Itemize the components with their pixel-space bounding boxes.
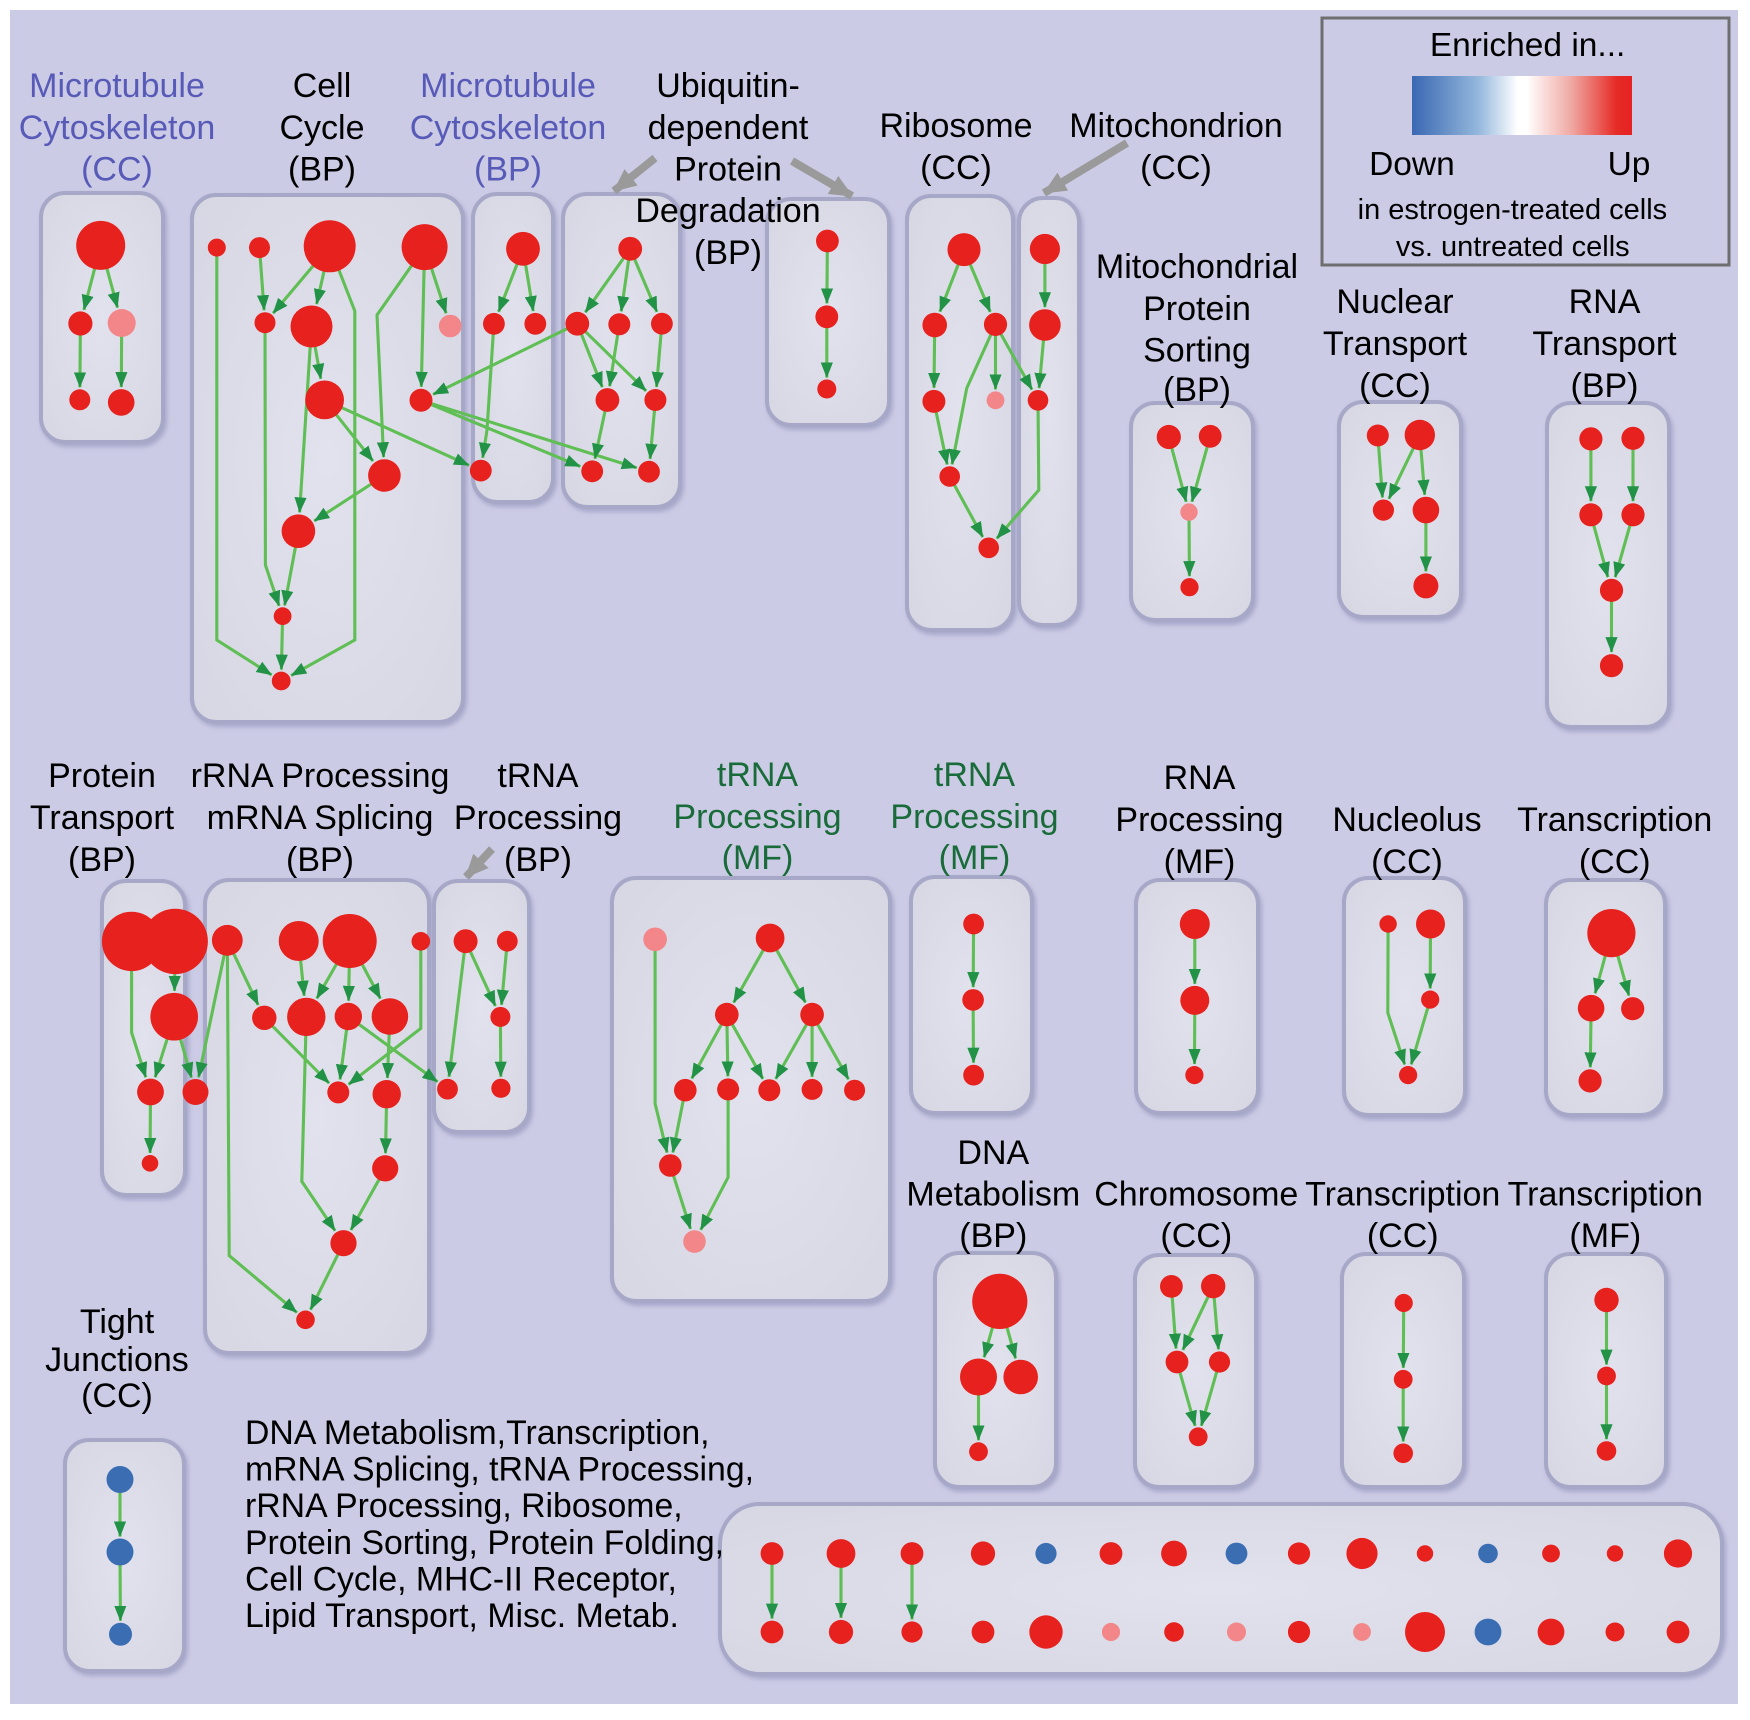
svg-text:Processing: Processing	[454, 799, 622, 837]
svg-text:Processing: Processing	[673, 798, 841, 836]
svg-text:tRNA: tRNA	[934, 756, 1016, 794]
svg-text:(BP): (BP)	[68, 841, 136, 879]
svg-text:Protein: Protein	[674, 151, 782, 189]
svg-text:(BP): (BP)	[286, 841, 354, 879]
svg-text:(MF): (MF)	[1569, 1217, 1641, 1255]
svg-text:Ubiquitin-: Ubiquitin-	[656, 67, 800, 105]
svg-text:Transport: Transport	[30, 799, 175, 837]
svg-text:(BP): (BP)	[959, 1217, 1027, 1255]
svg-text:Lipid Transport, Misc. Metab.: Lipid Transport, Misc. Metab.	[245, 1597, 679, 1635]
svg-text:Nucleolus: Nucleolus	[1332, 801, 1481, 839]
svg-text:Tight: Tight	[80, 1303, 155, 1341]
svg-text:Transport: Transport	[1323, 325, 1468, 363]
svg-text:(CC): (CC)	[1371, 843, 1443, 881]
svg-text:in estrogen-treated cells: in estrogen-treated cells	[1358, 194, 1668, 226]
svg-text:Degradation: Degradation	[635, 192, 820, 230]
svg-text:Cell: Cell	[293, 67, 352, 105]
svg-text:dependent: dependent	[648, 109, 809, 147]
svg-text:(MF): (MF)	[722, 839, 794, 877]
svg-text:vs. untreated cells: vs. untreated cells	[1396, 231, 1630, 263]
svg-text:Chromosome: Chromosome	[1094, 1176, 1298, 1214]
svg-text:(BP): (BP)	[504, 841, 572, 879]
svg-text:Ribosome: Ribosome	[879, 107, 1032, 145]
svg-text:RNA: RNA	[1164, 759, 1236, 797]
svg-text:rRNA Processing: rRNA Processing	[191, 757, 450, 795]
svg-text:Cytoskeleton: Cytoskeleton	[410, 109, 607, 147]
svg-text:tRNA: tRNA	[497, 757, 579, 795]
svg-text:Cycle: Cycle	[279, 109, 364, 147]
svg-text:Up: Up	[1608, 146, 1651, 183]
svg-text:DNA Metabolism,Transcription,: DNA Metabolism,Transcription,	[245, 1414, 710, 1452]
svg-text:(CC): (CC)	[920, 149, 992, 187]
svg-text:Sorting: Sorting	[1143, 332, 1251, 370]
svg-text:(CC): (CC)	[81, 1377, 153, 1415]
svg-text:Processing: Processing	[1115, 801, 1283, 839]
svg-text:(CC): (CC)	[1367, 1217, 1439, 1255]
svg-text:(BP): (BP)	[694, 234, 762, 272]
svg-text:(BP): (BP)	[1163, 371, 1231, 409]
svg-text:Cytoskeleton: Cytoskeleton	[19, 109, 216, 147]
svg-text:rRNA Processing, Ribosome,: rRNA Processing, Ribosome,	[245, 1487, 683, 1525]
svg-text:Mitochondrion: Mitochondrion	[1069, 107, 1283, 145]
svg-text:Protein: Protein	[48, 757, 156, 795]
svg-text:DNA: DNA	[957, 1134, 1029, 1172]
svg-text:(MF): (MF)	[939, 839, 1011, 877]
svg-text:(BP): (BP)	[288, 151, 356, 189]
svg-text:Microtubule: Microtubule	[29, 67, 205, 105]
svg-text:tRNA: tRNA	[717, 756, 799, 794]
svg-text:Protein Sorting, Protein Foldi: Protein Sorting, Protein Folding,	[245, 1524, 724, 1562]
svg-text:Junctions: Junctions	[45, 1341, 189, 1379]
svg-text:(CC): (CC)	[1140, 149, 1212, 187]
svg-text:(BP): (BP)	[1571, 367, 1639, 405]
svg-text:(CC): (CC)	[1160, 1217, 1232, 1255]
svg-text:Transcription: Transcription	[1305, 1176, 1500, 1214]
svg-text:Enriched in...: Enriched in...	[1430, 27, 1626, 64]
svg-text:RNA: RNA	[1569, 283, 1641, 321]
svg-text:mRNA Splicing, tRNA Processing: mRNA Splicing, tRNA Processing,	[245, 1451, 754, 1489]
svg-text:mRNA Splicing: mRNA Splicing	[207, 799, 434, 837]
svg-text:Transport: Transport	[1532, 325, 1677, 363]
svg-text:Mitochondrial: Mitochondrial	[1096, 248, 1298, 286]
svg-text:Microtubule: Microtubule	[420, 67, 596, 105]
svg-text:Metabolism: Metabolism	[906, 1176, 1080, 1214]
svg-text:Nuclear: Nuclear	[1336, 283, 1453, 321]
svg-text:Transcription: Transcription	[1508, 1176, 1703, 1214]
svg-text:Processing: Processing	[890, 798, 1058, 836]
svg-text:Transcription: Transcription	[1517, 801, 1712, 839]
svg-text:Cell Cycle, MHC-II Receptor,: Cell Cycle, MHC-II Receptor,	[245, 1560, 677, 1598]
svg-text:Down: Down	[1369, 146, 1455, 183]
svg-text:(CC): (CC)	[1359, 367, 1431, 405]
svg-text:(CC): (CC)	[1579, 843, 1651, 881]
svg-text:(MF): (MF)	[1164, 843, 1236, 881]
svg-text:(CC): (CC)	[81, 151, 153, 189]
svg-text:(BP): (BP)	[474, 151, 542, 189]
svg-text:Protein: Protein	[1143, 290, 1251, 328]
